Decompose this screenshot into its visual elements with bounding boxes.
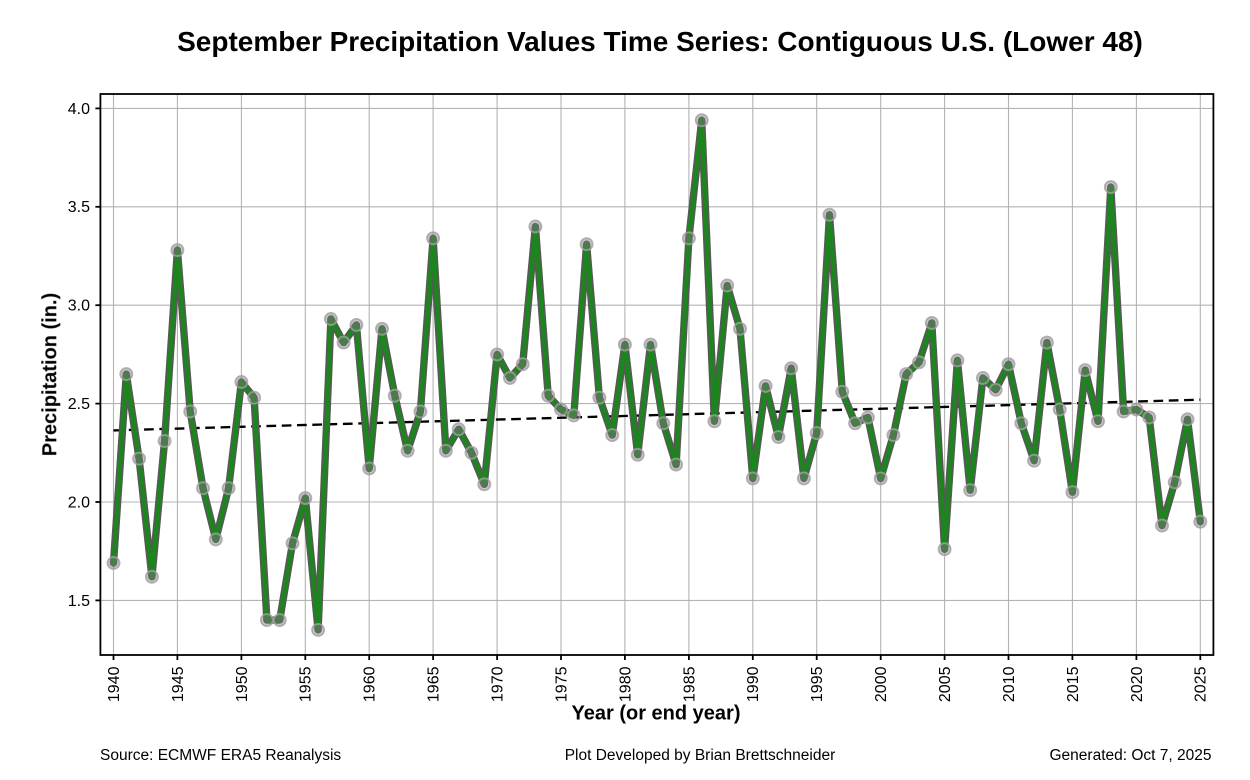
svg-text:2010: 2010 <box>1001 666 1018 702</box>
svg-text:1975: 1975 <box>553 666 570 702</box>
svg-text:3.0: 3.0 <box>68 298 90 315</box>
svg-text:1990: 1990 <box>745 666 762 702</box>
svg-text:Year (or end year): Year (or end year) <box>572 703 741 725</box>
svg-text:2025: 2025 <box>1193 666 1210 702</box>
svg-text:1945: 1945 <box>170 666 187 702</box>
svg-text:1960: 1960 <box>362 666 379 702</box>
svg-text:3.5: 3.5 <box>68 199 90 216</box>
svg-text:1970: 1970 <box>490 666 507 702</box>
svg-text:1985: 1985 <box>681 666 698 702</box>
svg-text:1950: 1950 <box>234 666 251 702</box>
svg-text:Plot Developed by Brian Bretts: Plot Developed by Brian Brettschneider <box>565 747 836 764</box>
svg-text:2000: 2000 <box>873 666 890 702</box>
svg-text:September Precipitation Values: September Precipitation Values Time Seri… <box>177 26 1143 57</box>
svg-text:2015: 2015 <box>1065 666 1082 702</box>
svg-text:2.5: 2.5 <box>68 396 90 413</box>
svg-text:Source: ECMWF ERA5 Reanalysis: Source: ECMWF ERA5 Reanalysis <box>100 747 341 764</box>
svg-text:1940: 1940 <box>106 666 123 702</box>
svg-text:1955: 1955 <box>298 666 315 702</box>
svg-text:1980: 1980 <box>617 666 634 702</box>
svg-text:2.0: 2.0 <box>68 494 90 511</box>
svg-text:Generated: Oct 7, 2025: Generated: Oct 7, 2025 <box>1050 747 1212 764</box>
svg-text:1965: 1965 <box>426 666 443 702</box>
svg-text:4.0: 4.0 <box>68 101 90 118</box>
svg-text:2005: 2005 <box>937 666 954 702</box>
svg-text:2020: 2020 <box>1129 666 1146 702</box>
svg-text:1.5: 1.5 <box>68 593 90 610</box>
svg-text:1995: 1995 <box>809 666 826 702</box>
svg-text:Precipitation (in.): Precipitation (in.) <box>39 293 61 456</box>
